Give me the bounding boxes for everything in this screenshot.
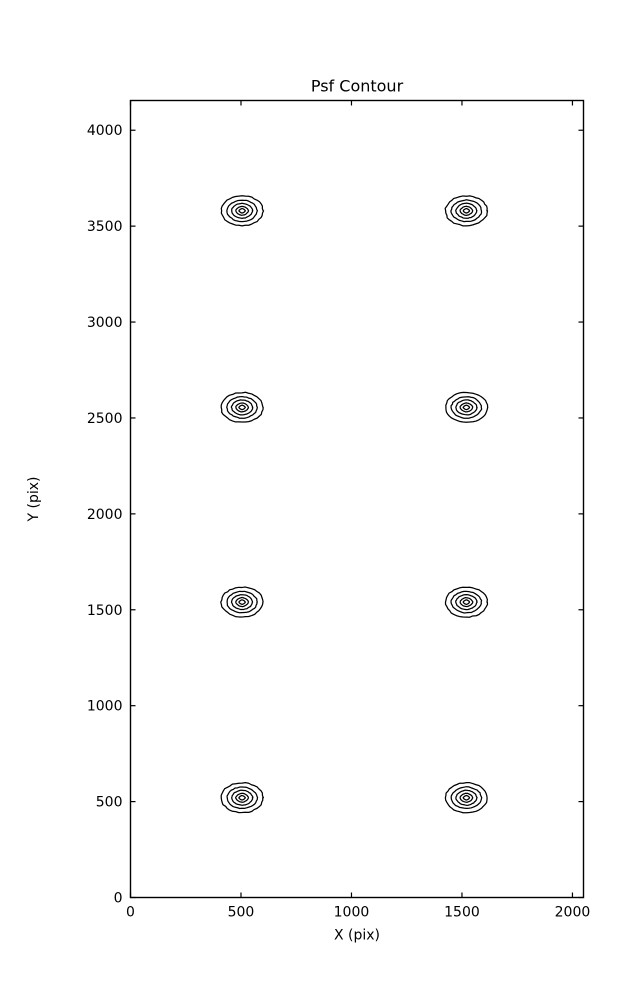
contour-ring (455, 399, 478, 416)
y-tick-label: 3500 (87, 219, 123, 235)
contour-ring (450, 590, 483, 614)
contour-ring (462, 794, 471, 801)
contour-ring (226, 786, 259, 810)
tick-marks-group (129, 100, 584, 899)
x-axis-label: X (pix) (334, 928, 380, 944)
x-tick-label: 2000 (555, 905, 591, 921)
contour-ring (455, 594, 478, 611)
x-tick-label: 1000 (334, 905, 370, 921)
psf-contour-blob (220, 586, 264, 618)
contour-ring (226, 395, 258, 419)
psf-contour-blob (220, 195, 265, 227)
contour-ring (450, 786, 483, 810)
y-tick-labels-group: 0 500 1000 1500 2000 2500 3000 3500 4000 (87, 123, 123, 906)
contour-ring (220, 781, 265, 814)
contour-ring (235, 792, 249, 803)
contour-ring (455, 789, 478, 806)
contour-ring (459, 402, 474, 413)
y-axis-label: Y (pix) (26, 477, 42, 523)
contour-ring (235, 402, 250, 413)
contour-ring (462, 207, 471, 214)
y-tick-label: 3000 (87, 315, 123, 331)
contour-ring (445, 391, 489, 423)
psf-contour-blob (444, 782, 488, 814)
contour-ring (238, 599, 246, 605)
contour-ring (231, 789, 254, 806)
contour-ring (226, 590, 258, 614)
contour-ring (462, 599, 471, 605)
contour-ring (455, 202, 478, 219)
contour-ring (459, 596, 474, 608)
y-tick-label: 2000 (87, 507, 123, 523)
psf-contour-blob (444, 586, 489, 618)
y-tick-label: 500 (96, 795, 123, 811)
y-tick-label: 1000 (87, 699, 123, 715)
contour-ring (459, 792, 474, 803)
contour-ring (450, 199, 483, 223)
x-tick-label: 0 (126, 905, 135, 921)
contour-ring (444, 782, 488, 814)
contour-ring (238, 207, 246, 214)
psf-contour-blob (220, 781, 265, 814)
x-tick-label: 1500 (444, 905, 480, 921)
y-tick-label: 1500 (87, 603, 123, 619)
contour-group (220, 195, 489, 814)
contour-ring (444, 195, 489, 227)
contour-ring (238, 404, 246, 411)
contour-ring (220, 195, 265, 227)
y-tick-label: 2500 (87, 411, 123, 427)
page-title: Psf Contour (311, 77, 404, 96)
x-tick-label: 500 (228, 905, 255, 921)
contour-ring (230, 594, 254, 611)
psf-contour-blob (445, 391, 489, 423)
x-tick-labels-group: 0 500 1000 1500 2000 (126, 905, 590, 921)
plot-frame (129, 99, 585, 899)
contour-ring (238, 794, 246, 801)
y-tick-label: 0 (114, 891, 123, 907)
contour-ring (235, 596, 249, 608)
y-tick-label: 4000 (87, 123, 123, 139)
contour-ring (230, 399, 254, 416)
contour-ring (462, 404, 471, 411)
contour-ring (220, 586, 264, 618)
contour-ring (459, 205, 474, 216)
contour-ring (450, 396, 483, 419)
contour-ring (235, 205, 250, 216)
contour-ring (220, 391, 264, 423)
psf-contour-blob (444, 195, 489, 227)
contour-ring (226, 199, 259, 223)
contour-ring (231, 202, 254, 219)
psf-contour-blob (220, 391, 264, 423)
contour-ring (444, 586, 489, 618)
